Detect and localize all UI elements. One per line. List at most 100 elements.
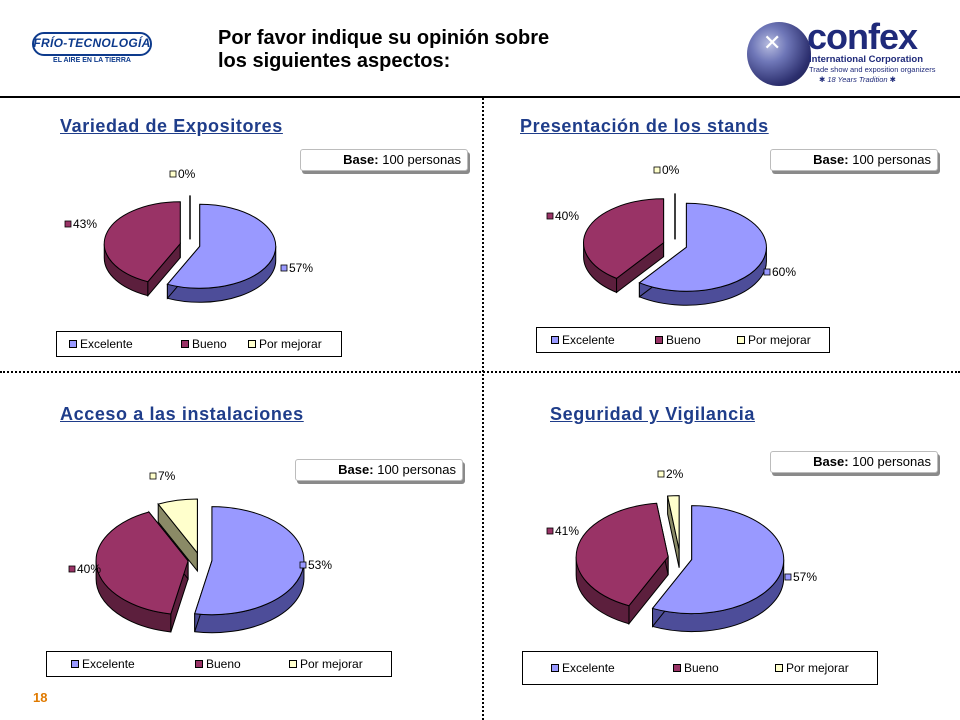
label-bueno: 43%: [73, 217, 97, 231]
pie-chart-1: 57% 43% 0%: [64, 167, 313, 303]
base-box-1: Base: 100 personas: [300, 149, 468, 171]
legend-label: Por mejorar: [748, 333, 811, 347]
base-value: 100 personas: [852, 454, 931, 469]
label-excelente-swatch: [299, 561, 307, 569]
legend-swatch: [289, 660, 297, 668]
pie-chart-4: 57% 41% 2%: [546, 467, 817, 633]
confex-logo: ✕ confex International Corporation Trade…: [745, 16, 936, 88]
pie-chart-3: 53% 40% 7%: [68, 469, 332, 634]
label-bueno-swatch: [546, 212, 554, 220]
base-label: Base:: [813, 454, 849, 469]
base-value: 100 personas: [377, 462, 456, 477]
label-excelente: 53%: [308, 558, 332, 572]
chart-title-acceso: Acceso a las instalaciones: [60, 404, 304, 424]
legend-swatch: [775, 664, 783, 672]
confex-tradition: ✱ 18 Years Tradition ✱: [819, 75, 896, 84]
logo-brand-text: FRÍO-TECNOLOGÍA: [33, 36, 151, 50]
legend-label: Bueno: [666, 333, 701, 347]
base-label: Base:: [338, 462, 374, 477]
legend-swatch: [71, 660, 79, 668]
chart-title-seguridad: Seguridad y Vigilancia: [550, 404, 755, 424]
label-excelente-swatch: [763, 268, 771, 276]
legend-item-bueno: Bueno: [195, 658, 241, 671]
label-bueno-swatch: [546, 527, 554, 535]
confex-tradition-text: 18 Years Tradition: [827, 75, 888, 84]
label-por-mejorar: 0%: [662, 163, 680, 177]
slice-bueno: [575, 502, 669, 607]
label-bueno: 41%: [555, 524, 579, 538]
legend-3: Excelente Bueno Por mejorar: [46, 651, 392, 677]
legend-label: Bueno: [684, 661, 719, 675]
slice-bueno: [95, 511, 189, 615]
label-por-mejorar-swatch: [657, 470, 665, 478]
legend-label: Excelente: [82, 657, 135, 671]
slice-excelente: [651, 505, 785, 615]
legend-swatch: [181, 340, 189, 348]
label-por-mejorar-swatch: [149, 472, 157, 480]
legend-item-excelente: Excelente: [69, 338, 133, 351]
chart-title-variedad: Variedad de Expositores: [60, 116, 283, 136]
label-por-mejorar: 2%: [666, 467, 684, 481]
page-title: Por favor indique su opinión sobre los s…: [218, 27, 698, 73]
confex-slogan: Trade show and exposition organizers: [809, 65, 936, 74]
legend-1: Excelente Bueno Por mejorar: [56, 331, 342, 357]
legend-swatch: [655, 336, 663, 344]
label-por-mejorar: 7%: [158, 469, 176, 483]
legend-item-excelente: Excelente: [71, 658, 135, 671]
base-label: Base:: [813, 152, 849, 167]
vertical-dotted-divider: [482, 98, 484, 720]
logo-pill: [32, 32, 152, 56]
legend-4: Excelente Bueno Por mejorar: [522, 651, 878, 685]
confex-corporation: International Corporation: [809, 54, 923, 65]
legend-item-excelente: Excelente: [551, 334, 615, 347]
horizontal-dotted-divider: [0, 371, 960, 373]
base-box-2: Base: 100 personas: [770, 149, 938, 171]
legend-label: Excelente: [562, 661, 615, 675]
logo-tagline: EL AIRE EN LA TIERRA: [53, 57, 131, 64]
legend-label: Bueno: [206, 657, 241, 671]
frio-tecnologia-logo: FRÍO-TECNOLOGÍA EL AIRE EN LA TIERRA: [32, 32, 152, 66]
page-number: 18: [33, 690, 48, 705]
base-value: 100 personas: [382, 152, 461, 167]
star-icon: ✕: [763, 30, 782, 55]
legend-item-bueno: Bueno: [181, 338, 227, 351]
label-bueno: 40%: [555, 209, 579, 223]
legend-swatch: [69, 340, 77, 348]
pie-chart-2: 60% 40% 0%: [546, 163, 796, 306]
confex-brand: confex: [807, 16, 918, 57]
slice-por-mejorar: [666, 495, 680, 550]
legend-swatch: [673, 664, 681, 672]
legend-item-bueno: Bueno: [673, 662, 719, 675]
label-bueno: 40%: [77, 562, 101, 576]
legend-label: Excelente: [80, 337, 133, 351]
legend-swatch: [248, 340, 256, 348]
label-por-mejorar: 0%: [178, 167, 196, 181]
legend-2: Excelente Bueno Por mejorar: [536, 327, 830, 353]
label-excelente: 57%: [793, 570, 817, 584]
slice-excelente: [166, 203, 277, 289]
legend-label: Por mejorar: [300, 657, 363, 671]
slice-excelente: [638, 202, 767, 292]
base-label: Base:: [343, 152, 379, 167]
legend-label: Bueno: [192, 337, 227, 351]
slice-por-mejorar: [157, 498, 198, 555]
legend-label: Por mejorar: [259, 337, 322, 351]
legend-item-por-mejorar: Por mejorar: [289, 658, 363, 671]
legend-swatch: [551, 664, 559, 672]
slice-bueno: [103, 201, 181, 283]
legend-swatch: [195, 660, 203, 668]
base-value: 100 personas: [852, 152, 931, 167]
legend-item-por-mejorar: Por mejorar: [775, 662, 849, 675]
base-box-3: Base: 100 personas: [295, 459, 463, 481]
label-excelente-swatch: [280, 264, 288, 272]
legend-item-por-mejorar: Por mejorar: [737, 334, 811, 347]
header-divider: [0, 96, 960, 98]
legend-item-excelente: Excelente: [551, 662, 615, 675]
page-title-line1: Por favor indique su opinión sobre: [218, 27, 550, 49]
legend-swatch: [551, 336, 559, 344]
label-por-mejorar-swatch: [169, 170, 177, 178]
label-por-mejorar-swatch: [653, 166, 661, 174]
globe-icon: [747, 22, 811, 86]
label-bueno-swatch: [68, 565, 76, 573]
